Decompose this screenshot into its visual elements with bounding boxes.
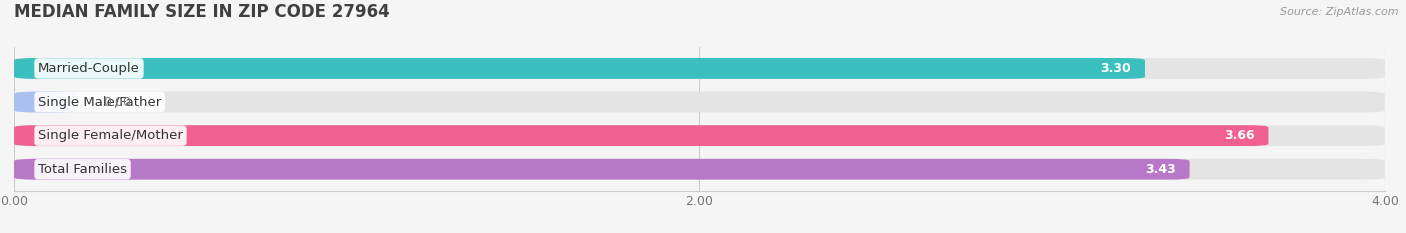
Text: Source: ZipAtlas.com: Source: ZipAtlas.com	[1281, 7, 1399, 17]
Text: 3.43: 3.43	[1144, 163, 1175, 176]
Text: Single Male/Father: Single Male/Father	[38, 96, 162, 109]
Text: 3.66: 3.66	[1225, 129, 1254, 142]
Text: Single Female/Mother: Single Female/Mother	[38, 129, 183, 142]
FancyBboxPatch shape	[14, 159, 1189, 180]
FancyBboxPatch shape	[14, 92, 76, 113]
FancyBboxPatch shape	[14, 92, 1385, 113]
Text: Total Families: Total Families	[38, 163, 127, 176]
FancyBboxPatch shape	[14, 125, 1385, 146]
Text: 3.30: 3.30	[1101, 62, 1132, 75]
FancyBboxPatch shape	[14, 159, 1385, 180]
FancyBboxPatch shape	[14, 58, 1144, 79]
FancyBboxPatch shape	[14, 125, 1268, 146]
Text: 0.00: 0.00	[103, 96, 131, 109]
FancyBboxPatch shape	[14, 58, 1385, 79]
Text: Married-Couple: Married-Couple	[38, 62, 141, 75]
Text: MEDIAN FAMILY SIZE IN ZIP CODE 27964: MEDIAN FAMILY SIZE IN ZIP CODE 27964	[14, 3, 389, 21]
